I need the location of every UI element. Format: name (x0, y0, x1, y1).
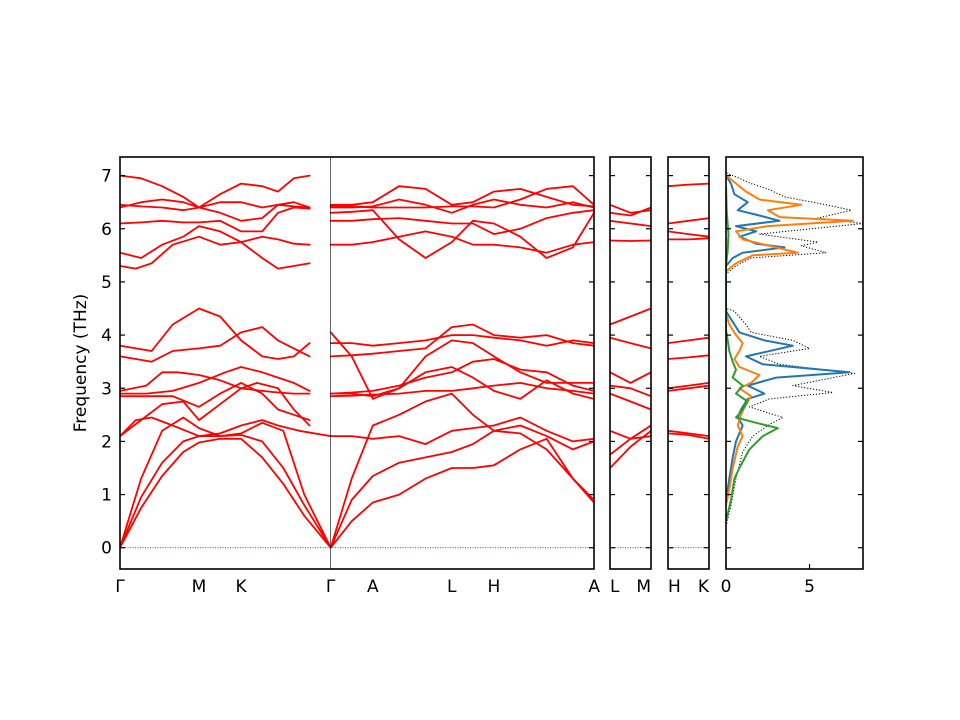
band-line-main-5 (120, 366, 311, 395)
panel-frame-dos (725, 156, 864, 570)
y-tick-label: 4 (101, 326, 112, 346)
band-line-LM-11 (610, 203, 651, 214)
y-tick-label: 1 (101, 486, 112, 506)
band-line-main-14 (120, 201, 311, 212)
band-line-main-3 (120, 416, 332, 437)
band-line-HK-1 (668, 429, 709, 437)
band-line-HK-7 (668, 230, 709, 238)
x-tick-label: Γ (326, 577, 336, 597)
band-line-main-28 (329, 209, 594, 235)
y-tick-label: 7 (101, 167, 112, 187)
band-line-LM-9 (610, 219, 651, 227)
band-line-main-15 (120, 174, 311, 209)
y-tick-label: 0 (101, 539, 112, 559)
band-line-LM-3 (610, 392, 651, 411)
x-tick-label: 0 (721, 577, 732, 597)
y-tick-label: 6 (101, 220, 112, 240)
band-line-HK-3 (668, 382, 709, 390)
band-line-LM-4 (610, 384, 651, 398)
band-line-main-27 (329, 209, 594, 259)
band-line-main-4 (120, 382, 311, 437)
panel-frame-main (119, 156, 595, 570)
x-tick-label: A (367, 577, 379, 597)
band-line-main-31 (329, 185, 594, 208)
y-tick-label: 2 (101, 432, 112, 452)
x-tick-label: L (610, 577, 620, 597)
band-line-main-0 (120, 437, 332, 549)
x-tick-label: L (447, 577, 457, 597)
band-line-HK-5 (668, 336, 709, 344)
plot-area-main (120, 174, 594, 549)
band-line-HK-0 (668, 432, 709, 440)
band-line-main-20 (329, 382, 594, 398)
x-tick-label: Γ (115, 577, 125, 597)
y-tick-label: 3 (101, 379, 112, 399)
band-line-main-6 (120, 382, 311, 421)
band-line-LM-6 (610, 336, 651, 350)
plot-area-HK (668, 182, 709, 549)
band-line-main-18 (329, 392, 594, 549)
y-axis-label: Frequency (THz) (71, 294, 91, 433)
x-tick-label: K (698, 577, 710, 597)
plot-area-LM (610, 203, 651, 549)
band-line-LM-7 (610, 307, 651, 326)
x-tick-label: M (192, 577, 207, 597)
band-line-main-16 (329, 437, 594, 549)
band-line-main-23 (329, 334, 594, 347)
band-line-LM-5 (610, 371, 651, 384)
band-line-main-25 (329, 358, 594, 395)
band-line-main-30 (329, 185, 594, 209)
band-line-HK-6 (668, 237, 709, 241)
x-tick-label: H (668, 577, 681, 597)
band-line-main-11 (120, 225, 311, 259)
x-tick-label: 5 (804, 577, 815, 597)
band-line-main-9 (120, 307, 311, 360)
x-tick-label: K (236, 577, 248, 597)
band-line-main-17 (329, 429, 594, 549)
panel-frame-HK (667, 156, 710, 570)
band-line-main-7 (120, 371, 311, 395)
dos-series-total-0 (726, 172, 863, 527)
band-line-HK-2 (668, 384, 709, 392)
band-line-LM-8 (610, 239, 651, 242)
panel-frame-LM (609, 156, 652, 570)
band-line-main-12 (120, 206, 311, 233)
band-line-main-2 (120, 416, 332, 549)
x-tick-label: A (588, 577, 600, 597)
band-line-main-10 (120, 235, 311, 270)
band-line-HK-8 (668, 217, 709, 225)
band-line-main-13 (120, 198, 311, 222)
band-line-main-24 (329, 323, 594, 358)
band-line-LM-2 (610, 424, 651, 440)
y-tick-label: 5 (101, 273, 112, 293)
band-line-main-26 (329, 230, 594, 254)
band-line-HK-9 (668, 182, 709, 188)
band-panel-main: 0 1 2 3 4 5 6 7 Γ M K Γ A L H A (101, 156, 600, 597)
x-tick-label: M (636, 577, 651, 597)
band-line-HK-4 (668, 354, 709, 360)
x-tick-label: H (488, 577, 501, 597)
band-line-main-19 (329, 416, 594, 445)
band-line-main-8 (120, 326, 311, 363)
